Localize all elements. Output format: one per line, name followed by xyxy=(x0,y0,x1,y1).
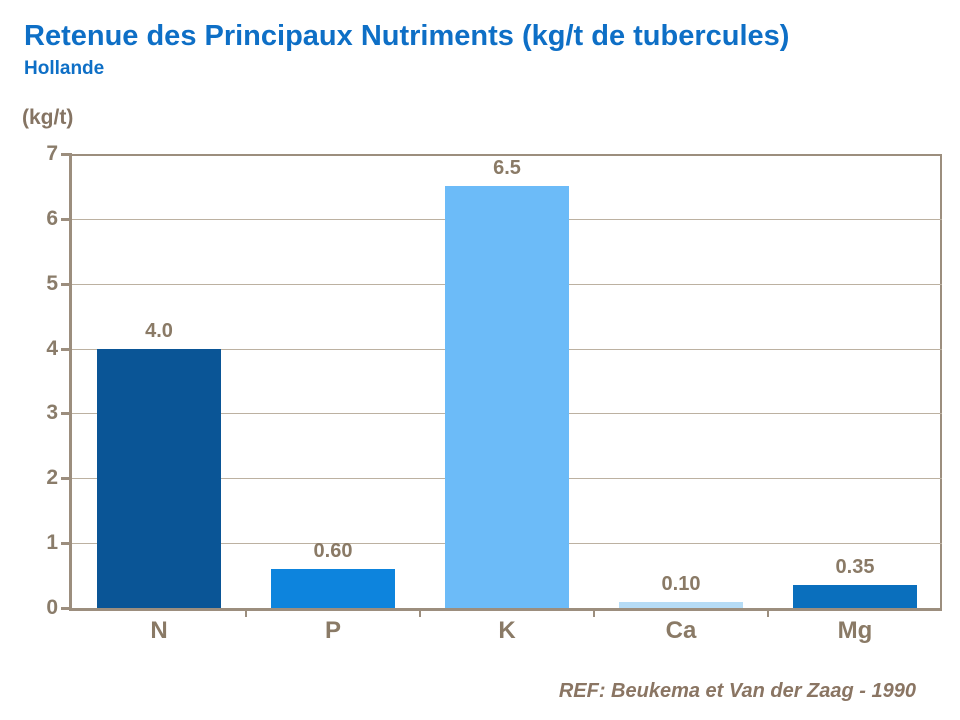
plot-right-border xyxy=(940,154,942,608)
y-axis-tick-1 xyxy=(61,542,72,546)
category-label-N: N xyxy=(150,617,168,644)
bar-K xyxy=(445,186,569,608)
x-axis-tick-4 xyxy=(767,608,769,617)
chart-subtitle: Hollande xyxy=(24,58,105,79)
bar-value-label-N: 4.0 xyxy=(145,319,173,342)
y-tick-label-0: 0 xyxy=(46,596,58,619)
bar-value-label-P: 0.60 xyxy=(313,540,353,563)
plot-top-border xyxy=(72,154,942,156)
y-tick-label-4: 4 xyxy=(46,336,58,360)
bar-N xyxy=(97,348,221,608)
y-axis-tick-2 xyxy=(61,477,72,481)
y-tick-label-6: 6 xyxy=(46,206,58,230)
category-label-P: P xyxy=(324,617,341,644)
y-axis-tick-5 xyxy=(61,282,72,286)
y-axis-tick-4 xyxy=(61,347,72,351)
y-tick-label-7: 7 xyxy=(46,142,58,165)
y-tick-label-5: 5 xyxy=(46,271,58,295)
bar-value-label-K: 6.5 xyxy=(493,157,521,180)
y-axis-unit-label: (kg/t) xyxy=(22,106,74,129)
y-axis-tick-6 xyxy=(61,217,72,221)
x-axis-tick-2 xyxy=(419,608,421,617)
bar-Ca xyxy=(619,601,743,608)
y-tick-label-3: 3 xyxy=(46,401,58,425)
x-axis-tick-3 xyxy=(593,608,595,617)
bar-Mg xyxy=(793,585,917,608)
x-axis-tick-1 xyxy=(245,608,247,617)
y-axis-line xyxy=(69,154,72,611)
x-axis-line xyxy=(69,608,942,611)
bar-chart-plot-area: 4.0 0.60 6.5 0.10 0.35 xyxy=(72,154,942,608)
reference-text: REF: Beukema et Van der Zaag - 1990 xyxy=(558,680,916,702)
bar-value-label-Mg: 0.35 xyxy=(835,556,875,579)
bar-P xyxy=(271,569,395,608)
y-axis-tick-7 xyxy=(61,153,72,156)
category-label-Mg: Mg xyxy=(837,617,873,644)
y-tick-label-2: 2 xyxy=(46,466,58,490)
bar-value-label-Ca: 0.10 xyxy=(661,572,701,595)
category-label-K: K xyxy=(498,617,516,644)
y-axis-tick-0 xyxy=(61,607,72,610)
y-axis-tick-3 xyxy=(61,412,72,416)
chart-title: Retenue des Principaux Nutriments (kg/t … xyxy=(24,20,790,52)
y-tick-label-1: 1 xyxy=(46,531,58,555)
category-label-Ca: Ca xyxy=(665,617,697,644)
